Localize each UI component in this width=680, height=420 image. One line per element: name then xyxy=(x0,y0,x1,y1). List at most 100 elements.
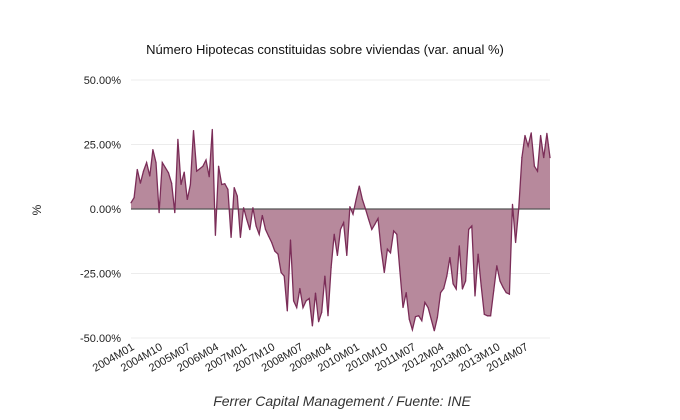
data-point xyxy=(533,165,535,167)
data-point xyxy=(161,161,163,164)
data-point xyxy=(368,218,370,220)
data-point xyxy=(358,185,360,187)
data-point xyxy=(149,175,151,177)
data-point xyxy=(146,161,148,164)
data-point xyxy=(142,170,145,172)
data-point xyxy=(189,183,192,186)
data-point xyxy=(399,270,401,272)
data-point xyxy=(349,206,351,208)
data-point xyxy=(202,165,204,167)
data-point xyxy=(464,280,467,282)
data-point xyxy=(264,228,267,230)
data-point xyxy=(336,254,338,257)
data-point xyxy=(133,197,135,199)
data-point xyxy=(486,315,489,317)
data-point xyxy=(439,291,442,294)
data-point xyxy=(343,222,345,224)
data-point xyxy=(130,202,132,204)
data-point xyxy=(255,225,257,227)
data-point xyxy=(455,288,457,290)
data-point xyxy=(389,252,392,254)
data-point xyxy=(493,290,495,292)
data-point xyxy=(411,329,414,331)
y-tick-label: -25.00% xyxy=(80,269,121,281)
data-point xyxy=(208,176,210,178)
data-point xyxy=(480,285,482,287)
data-point xyxy=(274,250,276,252)
y-axis-label: % xyxy=(30,204,44,215)
data-point xyxy=(267,235,270,237)
data-point xyxy=(205,159,207,161)
data-point xyxy=(477,253,479,255)
data-point xyxy=(177,138,179,140)
data-point xyxy=(277,253,279,255)
data-point xyxy=(374,223,376,225)
y-axis-ticks: 50.00% 25.00% 0.00% -25.00% -50.00% xyxy=(80,75,121,345)
data-point xyxy=(393,230,395,232)
data-point xyxy=(433,330,435,332)
data-point xyxy=(139,182,141,184)
data-point xyxy=(217,165,220,167)
data-point xyxy=(271,241,273,244)
data-point xyxy=(536,170,539,172)
data-point xyxy=(346,254,348,257)
data-point xyxy=(449,256,451,259)
data-point xyxy=(452,283,454,285)
data-point xyxy=(383,271,385,274)
data-point xyxy=(321,311,323,313)
data-point xyxy=(405,291,407,294)
data-point xyxy=(424,301,426,303)
data-point xyxy=(543,157,545,159)
data-point xyxy=(192,129,195,132)
data-point xyxy=(489,315,492,317)
data-point xyxy=(386,248,389,250)
data-point xyxy=(339,228,342,230)
data-point xyxy=(502,286,504,289)
data-point xyxy=(186,198,188,201)
data-point xyxy=(549,157,551,159)
data-point xyxy=(436,316,439,318)
data-point xyxy=(396,233,398,235)
data-point xyxy=(483,313,485,315)
data-point xyxy=(296,306,298,309)
data-point xyxy=(540,134,542,137)
data-point xyxy=(414,315,417,318)
data-point xyxy=(527,145,529,147)
data-point xyxy=(236,195,238,197)
data-point xyxy=(402,306,404,309)
data-point xyxy=(511,203,514,205)
data-point xyxy=(308,297,310,300)
data-point xyxy=(427,306,429,309)
data-point xyxy=(239,236,242,238)
data-point xyxy=(246,218,248,220)
data-point xyxy=(211,128,213,131)
data-point xyxy=(352,213,354,215)
data-point xyxy=(233,186,235,189)
y-tick-label: -50.00% xyxy=(80,333,121,345)
data-point xyxy=(305,300,307,302)
data-point xyxy=(443,287,445,290)
data-point xyxy=(158,212,160,214)
data-point xyxy=(286,310,288,312)
data-point xyxy=(418,315,420,317)
data-point xyxy=(164,167,166,169)
y-tick-label: 25.00% xyxy=(84,140,122,152)
data-point xyxy=(324,275,326,277)
data-point xyxy=(380,248,382,250)
data-point xyxy=(224,183,226,185)
data-point xyxy=(221,183,223,186)
data-point xyxy=(299,287,301,290)
data-point xyxy=(242,207,245,209)
data-point xyxy=(252,207,254,209)
chart-title: Número Hipotecas constituidas sobre vivi… xyxy=(146,42,504,57)
data-point xyxy=(371,228,373,230)
data-point xyxy=(155,161,157,164)
data-point xyxy=(518,208,520,210)
data-point xyxy=(167,172,170,174)
data-point xyxy=(546,132,548,135)
data-point xyxy=(280,271,282,274)
data-point xyxy=(302,306,304,309)
data-point xyxy=(283,275,285,277)
y-tick-label: 50.00% xyxy=(84,75,122,87)
